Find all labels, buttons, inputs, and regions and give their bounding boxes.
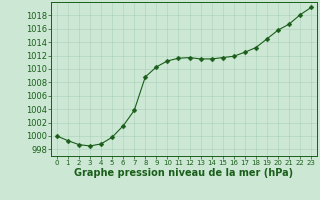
X-axis label: Graphe pression niveau de la mer (hPa): Graphe pression niveau de la mer (hPa) [75,168,293,178]
